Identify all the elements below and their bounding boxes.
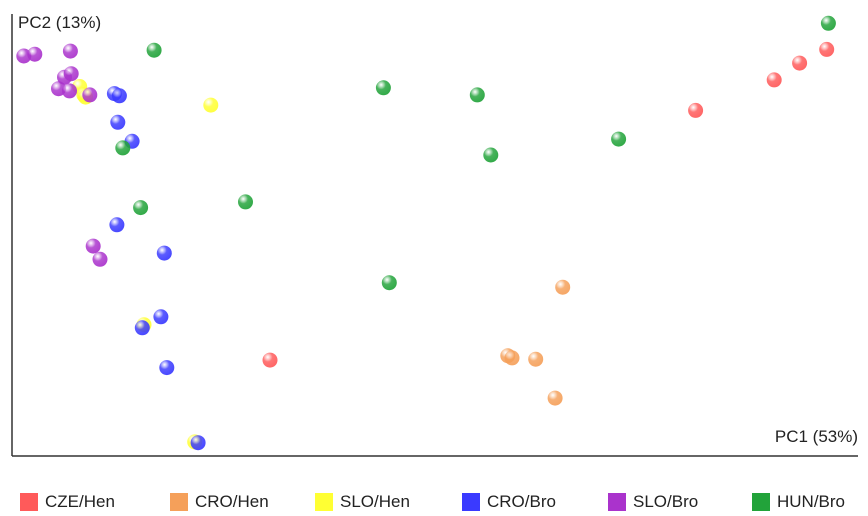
legend-item-hun-bro: HUN/Bro <box>752 490 845 514</box>
point-hun-bro-9 <box>238 194 253 210</box>
legend-item-slo-bro: SLO/Bro <box>608 490 698 514</box>
point-cro-hen-1 <box>555 279 571 295</box>
legend-item-cro-bro: CRO/Bro <box>462 490 556 514</box>
point-cze-hen-2 <box>792 55 808 71</box>
point-slo-bro-1 <box>16 48 32 64</box>
legend-label: CRO/Hen <box>195 492 269 511</box>
point-cro-bro-5 <box>109 217 125 233</box>
point-hun-bro-10 <box>381 275 397 291</box>
point-cro-bro-9 <box>159 360 175 376</box>
point-cro-hen-4 <box>528 351 544 367</box>
point-hun-bro-5 <box>611 131 627 147</box>
point-slo-hen-4 <box>203 97 219 113</box>
legend-item-cze-hen: CZE/Hen <box>20 490 115 514</box>
data-points <box>16 15 836 451</box>
point-hun-bro-3 <box>375 80 391 96</box>
legend-label: CZE/Hen <box>45 492 115 511</box>
point-slo-bro-7 <box>62 83 77 99</box>
point-cro-hen-3 <box>504 350 520 366</box>
legend-swatch <box>752 493 770 511</box>
point-hun-bro-4 <box>469 87 485 103</box>
point-cze-hen-4 <box>688 102 704 118</box>
legend-swatch <box>170 493 188 511</box>
point-cze-hen-5 <box>262 352 278 368</box>
point-cro-bro-6 <box>156 245 172 261</box>
point-hun-bro-1 <box>820 15 836 31</box>
legend-swatch <box>462 493 480 511</box>
point-cro-hen-5 <box>547 390 563 406</box>
point-cze-hen-1 <box>819 41 835 57</box>
point-cro-bro-2 <box>111 88 127 104</box>
point-slo-bro-3 <box>62 43 78 59</box>
point-slo-bro-10 <box>92 251 108 267</box>
point-cro-bro-3 <box>110 114 126 130</box>
point-hun-bro-7 <box>115 140 131 156</box>
legend-label: SLO/Hen <box>340 492 410 511</box>
point-hun-bro-2 <box>146 42 162 58</box>
legend: CZE/Hen CRO/Hen SLO/Hen CRO/Bro SLO/Bro HUN/B… <box>0 490 868 514</box>
pca-scatter-plot: PC2 (13%) PC1 (53%) <box>11 13 858 457</box>
legend-item-cro-hen: CRO/Hen <box>170 490 269 514</box>
point-slo-bro-9 <box>85 238 101 254</box>
point-hun-bro-6 <box>483 147 499 163</box>
legend-swatch <box>20 493 38 511</box>
legend-swatch <box>315 493 333 511</box>
point-slo-bro-2 <box>27 46 43 62</box>
y-axis-label: PC2 (13%) <box>18 13 101 32</box>
legend-item-slo-hen: SLO/Hen <box>315 490 410 514</box>
point-hun-bro-8 <box>133 200 149 216</box>
legend-label: SLO/Bro <box>633 492 699 511</box>
legend-swatch <box>608 493 626 511</box>
x-axis-label: PC1 (53%) <box>775 427 858 446</box>
legend-label: HUN/Bro <box>777 492 846 511</box>
point-slo-bro-5 <box>63 66 79 82</box>
point-cro-bro-8 <box>134 320 150 336</box>
point-cze-hen-3 <box>766 72 782 88</box>
legend-label: CRO/Bro <box>487 492 556 511</box>
point-cro-bro-7 <box>153 309 169 325</box>
point-slo-bro-8 <box>82 87 98 103</box>
point-cro-bro-10 <box>190 435 206 451</box>
